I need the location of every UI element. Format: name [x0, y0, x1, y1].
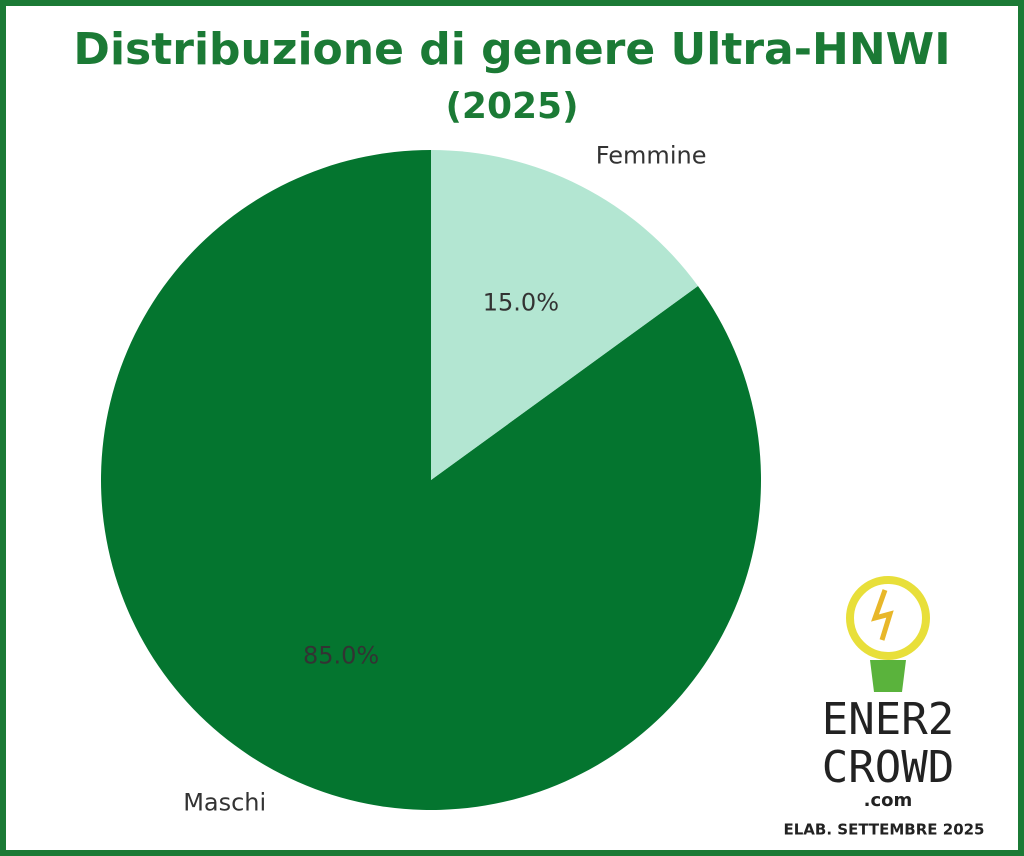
chart-subtitle: (2025) [445, 86, 578, 127]
logo-text: ENER2 [822, 694, 954, 745]
category-label: Femmine [596, 142, 707, 170]
pie-slice [431, 150, 698, 480]
logo-bolt [871, 589, 894, 641]
value-label: 85.0% [303, 641, 379, 669]
logo-base [870, 660, 906, 692]
logo-text: .com [864, 790, 913, 811]
logo-bulb [846, 576, 930, 660]
category-label: Maschi [183, 788, 266, 816]
logo: ENER2 CROWD .com [822, 576, 954, 811]
chart-title: Distribuzione di genere Ultra-HNWI [73, 24, 950, 75]
logo-text: CROWD [822, 742, 954, 793]
footer: ELAB. SETTEMBRE 2025 [784, 821, 985, 839]
value-label: 15.0% [483, 289, 559, 317]
